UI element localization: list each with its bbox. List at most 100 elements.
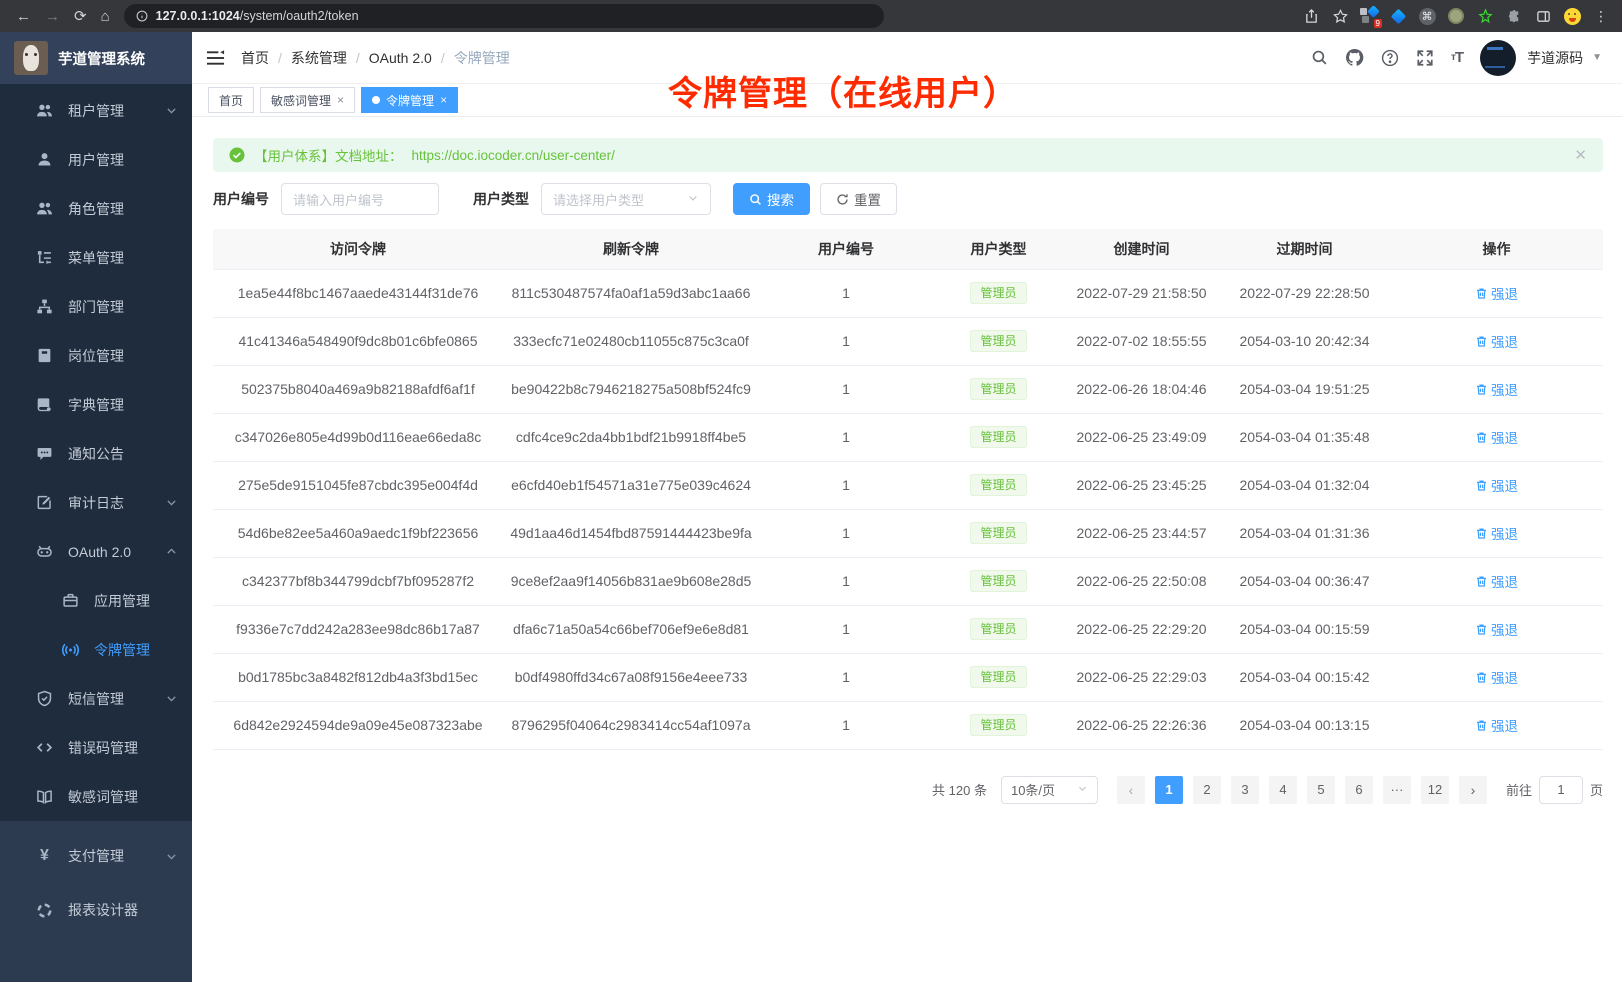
page-button-5[interactable]: 5: [1306, 775, 1335, 804]
url-bar[interactable]: 127.0.0.1:1024/system/oauth2/token: [123, 4, 884, 28]
sidebar-item-notice[interactable]: 通知公告: [0, 429, 192, 478]
avatar[interactable]: [1480, 39, 1517, 76]
table-row: b0d1785bc3a8482f812db4a3f3bd15ec b0df4980…: [213, 653, 1603, 702]
green-dot-extension-icon[interactable]: [1447, 7, 1465, 25]
breadcrumb-item[interactable]: 系统管理: [290, 49, 347, 66]
page-button-12[interactable]: 12: [1420, 775, 1449, 804]
sidebar-item-role[interactable]: 角色管理: [0, 184, 192, 233]
sidebar-item-oauth2-application[interactable]: 应用管理: [0, 576, 192, 625]
sidebar-item-label: 报表设计器: [68, 902, 138, 918]
force-logout-button[interactable]: 强退: [1475, 475, 1518, 495]
sidebar-item-audit-log[interactable]: 审计日志: [0, 478, 192, 527]
next-page-button[interactable]: ›: [1458, 775, 1487, 804]
help-icon[interactable]: [1381, 49, 1399, 67]
sidebar-item-sensitive-word[interactable]: 敏感词管理: [0, 772, 192, 821]
goto-page-input[interactable]: 1: [1538, 775, 1583, 804]
trash-icon: [1475, 623, 1488, 636]
force-logout-button[interactable]: 强退: [1475, 715, 1518, 735]
sidebar-item-dept[interactable]: 部门管理: [0, 282, 192, 331]
star-extension-icon[interactable]: [1476, 7, 1494, 25]
force-logout-button[interactable]: 强退: [1475, 331, 1518, 351]
sidebar-menu: 租户管理 用户管理 角色管理 菜单管理 部门管理 岗位管理 字典管理 通知公告 审计日志 OAut…: [0, 84, 192, 821]
tab-首页[interactable]: 首页: [208, 87, 255, 113]
chevron-down-icon: [1077, 782, 1088, 797]
sidebar-item-pay[interactable]: ¥ 支付管理: [0, 829, 192, 883]
sidebar-item-oauth2[interactable]: OAuth 2.0: [0, 527, 192, 576]
sidebar-item-oauth2-token[interactable]: 令牌管理: [0, 625, 192, 674]
breadcrumb-item[interactable]: OAuth 2.0: [368, 49, 432, 66]
sidebar-item-sms[interactable]: 短信管理: [0, 674, 192, 723]
reset-button[interactable]: 重置: [820, 183, 897, 215]
page-button-4[interactable]: 4: [1268, 775, 1297, 804]
browser-menu-icon[interactable]: ⋮: [1594, 7, 1608, 24]
badge-icon: [36, 347, 53, 364]
puzzle-extension-icon[interactable]: [1505, 7, 1523, 25]
gem-extension-icon[interactable]: [1389, 7, 1407, 25]
chevron-down-icon[interactable]: ▼: [1592, 52, 1602, 63]
breadcrumb-separator: /: [355, 49, 360, 66]
refresh-icon[interactable]: ⟳: [74, 7, 87, 25]
tab-close-icon[interactable]: ×: [440, 93, 448, 107]
expires-cell: 2054-03-04 00:36:47: [1219, 557, 1390, 606]
user-type-badge: 管理员: [970, 618, 1027, 640]
action-cell: 强退: [1390, 365, 1603, 414]
profile-emoji-icon[interactable]: [1563, 7, 1581, 25]
page-button-2[interactable]: 2: [1192, 775, 1221, 804]
extension-badge-icon[interactable]: 9: [1360, 5, 1382, 28]
back-icon[interactable]: ←: [16, 7, 31, 25]
force-logout-button[interactable]: 强退: [1475, 571, 1518, 591]
force-logout-button[interactable]: 强退: [1475, 427, 1518, 447]
sidebar-item-dict[interactable]: 字典管理: [0, 380, 192, 429]
page-size-select[interactable]: 10条/页: [1000, 775, 1098, 804]
force-logout-label: 强退: [1491, 287, 1518, 302]
command-extension-icon[interactable]: ⌘: [1418, 7, 1436, 25]
page-button-6[interactable]: 6: [1344, 775, 1373, 804]
refresh-token-cell: dfa6c71a50a54c66bef706ef9e6e8d81: [503, 605, 759, 654]
page-button-1[interactable]: 1: [1154, 775, 1183, 804]
table-row: f9336e7c7dd242a283ee98dc86b17a87 dfa6c71a…: [213, 605, 1603, 654]
tab-close-icon[interactable]: ×: [337, 93, 345, 107]
page-ellipsis[interactable]: ···: [1382, 775, 1411, 804]
page-button-3[interactable]: 3: [1230, 775, 1259, 804]
prev-page-button[interactable]: ‹: [1116, 775, 1145, 804]
dict-icon: [36, 396, 53, 413]
fullscreen-icon[interactable]: [1416, 49, 1434, 67]
user-type-select[interactable]: 请选择用户类型: [541, 183, 711, 215]
force-logout-button[interactable]: 强退: [1475, 523, 1518, 543]
bookmark-star-icon[interactable]: [1331, 7, 1349, 25]
alert-doc-link[interactable]: https://doc.iocoder.cn/user-center/: [411, 147, 615, 163]
side-panel-icon[interactable]: [1534, 7, 1552, 25]
force-logout-button[interactable]: 强退: [1475, 667, 1518, 687]
sidebar-item-post[interactable]: 岗位管理: [0, 331, 192, 380]
user-type-badge: 管理员: [970, 570, 1027, 592]
action-cell: 强退: [1390, 461, 1603, 510]
table-row: 6d842e2924594de9a09e45e087323abe 8796295f…: [213, 701, 1603, 750]
tab-敏感词管理[interactable]: 敏感词管理 ×: [260, 87, 356, 113]
sidebar-item-menu[interactable]: 菜单管理: [0, 233, 192, 282]
user-type-label: 用户类型: [473, 191, 529, 207]
sidebar-collapse-icon[interactable]: [206, 49, 225, 66]
share-icon[interactable]: [1302, 7, 1320, 25]
home-icon[interactable]: ⌂: [100, 7, 110, 25]
breadcrumb-item[interactable]: 首页: [241, 49, 269, 66]
sidebar-item-tenant[interactable]: 租户管理: [0, 86, 192, 135]
user-type-badge: 管理员: [970, 378, 1027, 400]
search-icon[interactable]: [1311, 49, 1328, 66]
tab-令牌管理[interactable]: 令牌管理 ×: [361, 87, 459, 113]
force-logout-button[interactable]: 强退: [1475, 619, 1518, 639]
search-button[interactable]: 搜索: [733, 183, 810, 215]
log-icon: [36, 494, 53, 511]
sidebar-item-error-code[interactable]: 错误码管理: [0, 723, 192, 772]
sidebar-item-label: 敏感词管理: [68, 788, 138, 805]
force-logout-button[interactable]: 强退: [1475, 379, 1518, 399]
sidebar-item-user[interactable]: 用户管理: [0, 135, 192, 184]
forward-icon[interactable]: →: [45, 7, 60, 25]
force-logout-button[interactable]: 强退: [1475, 283, 1518, 303]
user-id-input[interactable]: 请输入用户编号: [281, 183, 439, 215]
sidebar-item-report-designer[interactable]: 报表设计器: [0, 883, 192, 937]
site-info-icon[interactable]: [136, 10, 148, 22]
github-icon[interactable]: [1345, 48, 1364, 67]
alert-close-icon[interactable]: ✕: [1574, 147, 1587, 164]
